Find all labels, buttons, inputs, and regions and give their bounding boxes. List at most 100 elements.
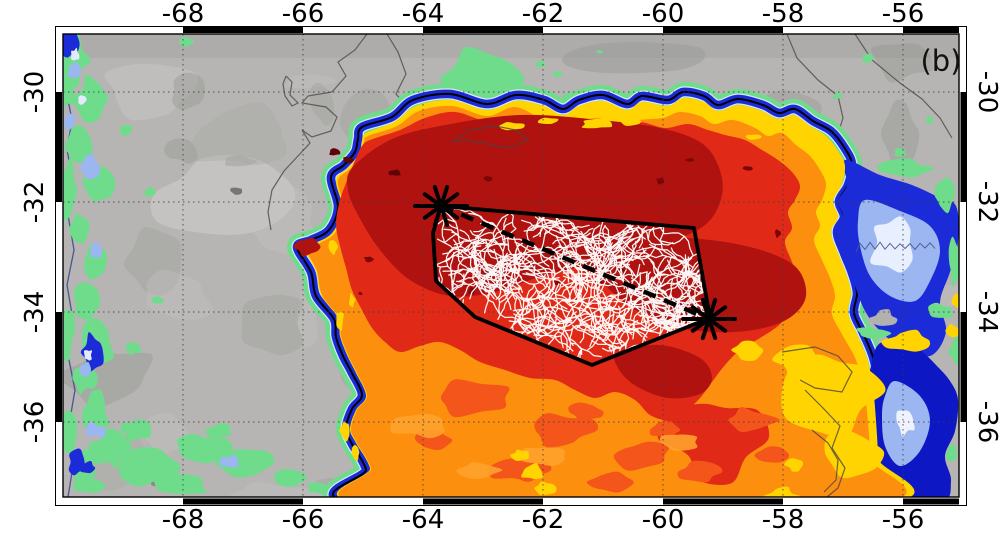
right-tick-label: -32 bbox=[972, 181, 1000, 223]
top-tick-label: -64 bbox=[402, 0, 444, 29]
top-tick-label: -60 bbox=[642, 0, 684, 29]
graticule bbox=[63, 34, 959, 497]
yellow-patch bbox=[951, 293, 959, 309]
bottom-tick-label: -68 bbox=[162, 505, 204, 534]
dark-red-core bbox=[614, 344, 712, 399]
green-patch bbox=[274, 468, 307, 487]
maroon-speck bbox=[775, 229, 782, 239]
gray-texture-blob bbox=[241, 294, 304, 356]
green-patch bbox=[73, 478, 106, 493]
yellow-patch bbox=[881, 329, 931, 352]
border-line bbox=[282, 75, 300, 107]
green-patch bbox=[154, 474, 207, 494]
yellow-patch bbox=[348, 292, 356, 308]
borders-over-cloud bbox=[451, 125, 853, 497]
right-tick-label: -36 bbox=[972, 401, 1000, 443]
border-line bbox=[804, 389, 846, 497]
gray-texture-blob bbox=[871, 43, 934, 83]
green-patch bbox=[894, 148, 906, 157]
green-patch bbox=[151, 296, 165, 304]
green-patch bbox=[64, 125, 93, 163]
green-patch bbox=[72, 74, 108, 123]
gray-shade bbox=[63, 34, 959, 58]
yellow-patch bbox=[781, 354, 886, 437]
green-patch bbox=[832, 92, 843, 99]
border-line bbox=[451, 125, 530, 149]
gray-texture-blob bbox=[880, 99, 920, 172]
green-patch bbox=[307, 482, 335, 495]
light-blue-patch bbox=[91, 426, 106, 439]
green-patch bbox=[82, 389, 110, 432]
top-tick-label: -66 bbox=[282, 0, 324, 29]
yellow-patch bbox=[328, 240, 338, 255]
bottom-tick-label: -62 bbox=[522, 505, 564, 534]
top-tick-label: -56 bbox=[882, 0, 924, 29]
lake bbox=[230, 187, 243, 195]
bottom-tick-label: -58 bbox=[762, 505, 804, 534]
yellow-patch bbox=[784, 458, 804, 472]
green-fringe bbox=[948, 336, 959, 365]
lightning-flash-traces bbox=[434, 208, 710, 360]
gray-texture-blob bbox=[172, 72, 205, 110]
gray-texture-blob bbox=[164, 138, 198, 164]
border-line bbox=[781, 346, 853, 393]
green-patch bbox=[85, 436, 128, 464]
southeast-deep-blue-region bbox=[862, 336, 959, 497]
green-patch bbox=[63, 72, 75, 107]
orange-red-patch bbox=[649, 420, 681, 440]
light-blue-patch bbox=[79, 361, 92, 377]
yellow-patch bbox=[581, 118, 613, 129]
yellow-patch bbox=[534, 481, 557, 496]
orange-red-patch bbox=[586, 471, 634, 493]
light-blue-patch bbox=[219, 454, 239, 468]
storm-marker-track-end bbox=[681, 297, 737, 341]
yellow-patch bbox=[745, 134, 762, 140]
orange-red-patch bbox=[568, 402, 604, 422]
green-patch bbox=[63, 309, 76, 362]
left-tick-label: -36 bbox=[20, 401, 50, 443]
bottom-tick-label: -56 bbox=[882, 505, 924, 534]
frame-inner bbox=[62, 33, 960, 498]
green-patch bbox=[553, 71, 563, 78]
gray-texture-blob bbox=[309, 82, 335, 126]
maroon-speck bbox=[357, 291, 363, 296]
light-orange-patch bbox=[390, 413, 445, 439]
pale-patch bbox=[83, 350, 93, 361]
gray-texture-blob bbox=[141, 412, 188, 459]
maroon-speck bbox=[483, 176, 493, 182]
river-squiggle bbox=[855, 241, 936, 253]
right-tick-label: -34 bbox=[972, 291, 1000, 333]
orange-red-patch bbox=[440, 379, 510, 418]
maroon-speck bbox=[684, 158, 695, 162]
green-fringe bbox=[856, 327, 892, 340]
maroon-speck bbox=[656, 177, 665, 185]
green-patch bbox=[125, 342, 143, 355]
bottom-tick-label: -60 bbox=[642, 505, 684, 534]
track-trajectory-line bbox=[440, 203, 710, 322]
green-patch bbox=[142, 187, 156, 197]
left-tick-label: -30 bbox=[20, 71, 50, 113]
left-tick-label: -34 bbox=[20, 291, 50, 333]
gray-texture-blob bbox=[227, 481, 335, 497]
gray-texture-blob bbox=[146, 269, 214, 321]
top-tick-label: -58 bbox=[762, 0, 804, 29]
pale-patch bbox=[71, 47, 80, 61]
storm-marker-track-start bbox=[413, 184, 469, 228]
yellow-patch bbox=[824, 428, 885, 479]
green-patch bbox=[120, 419, 152, 442]
right-tick-label: -30 bbox=[972, 71, 1000, 113]
gray-texture-blob bbox=[189, 102, 287, 165]
blue-patch bbox=[79, 461, 96, 474]
flash-convex-hull bbox=[431, 204, 712, 367]
yellow-patch bbox=[339, 421, 350, 442]
green-patch bbox=[63, 410, 77, 454]
asterisk-arm bbox=[422, 192, 460, 220]
light-orange-patch bbox=[522, 447, 565, 466]
light-blue-patch bbox=[90, 241, 102, 258]
maroon-speck bbox=[343, 156, 355, 164]
green-fringe bbox=[948, 236, 959, 288]
pale-patch bbox=[78, 95, 87, 105]
green-fringe bbox=[928, 302, 953, 318]
